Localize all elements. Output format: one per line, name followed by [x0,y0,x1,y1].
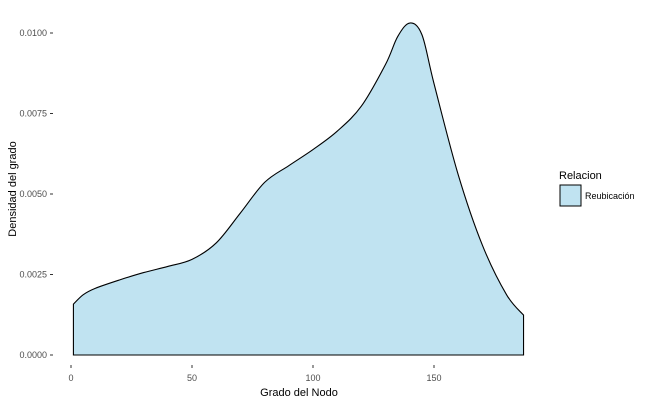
y-tick-label: 0.0050 [19,189,47,199]
legend-label: Reubicación [585,191,635,201]
plot-area [72,22,525,356]
x-tick-label: 100 [305,373,320,383]
density-area-reubicacion [72,22,525,356]
y-tick-label: 0.0025 [19,270,47,280]
y-axis-title: Densidad del grado [7,141,19,236]
x-tick-label: 50 [187,373,197,383]
x-axis: 0 50 100 150 [68,365,442,383]
y-axis: 0.0000 0.0025 0.0050 0.0075 0.0100 [19,28,53,360]
legend-swatch [559,184,582,207]
y-tick-label: 0.0000 [19,350,47,360]
legend: Relacion Reubicación [559,170,635,207]
x-tick-label: 150 [426,373,441,383]
x-tick-label: 0 [68,373,73,383]
x-axis-title: Grado del Nodo [260,387,338,399]
legend-title: Relacion [559,170,602,182]
y-tick-label: 0.0100 [19,28,47,38]
y-tick-label: 0.0075 [19,109,47,119]
